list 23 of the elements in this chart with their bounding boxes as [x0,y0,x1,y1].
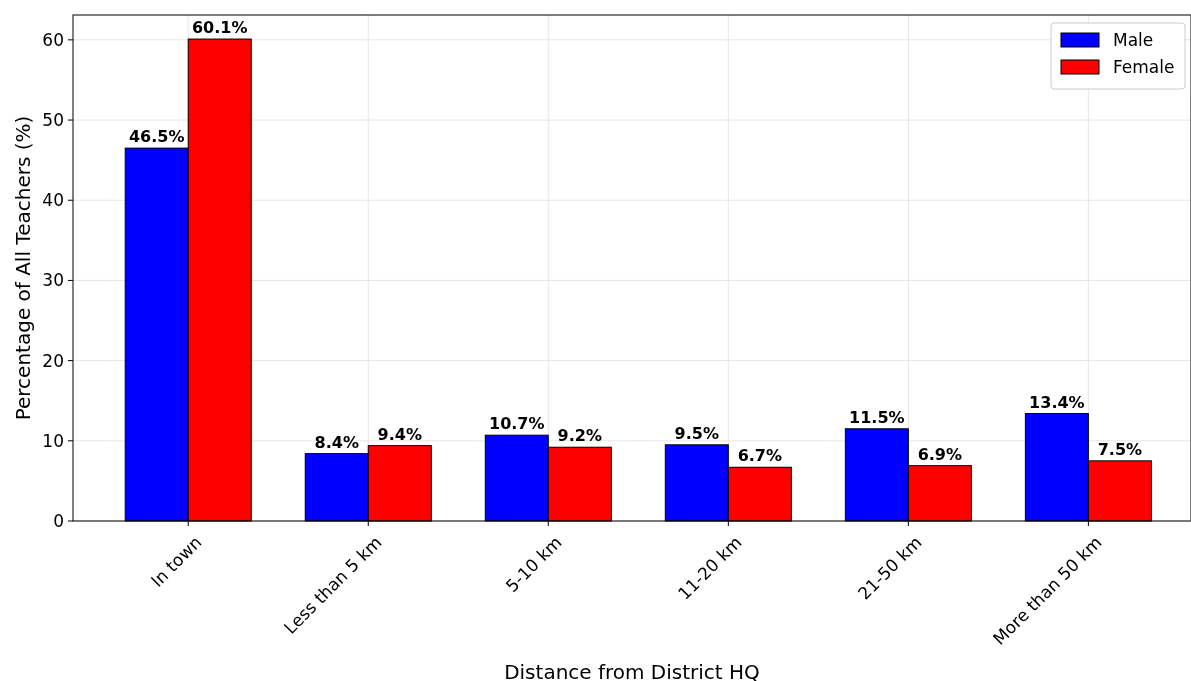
data-label: 46.5% [128,127,185,147]
legend-label: Male [1113,29,1154,50]
data-label: 8.4% [314,432,359,452]
y-tick-label: 20 [42,350,64,371]
data-label: 9.2% [557,426,602,446]
y-tick-label: 30 [42,270,64,291]
data-label: 11.5% [849,407,905,427]
data-label: 9.5% [674,423,719,443]
y-tick-label: 10 [42,430,64,451]
data-label: 13.4% [1029,392,1085,412]
data-label: 10.7% [489,414,545,434]
data-label: 6.7% [737,446,783,466]
data-label: 7.5% [1097,439,1143,459]
y-tick-label: 50 [42,110,64,130]
y-tick-label: 60 [42,29,64,50]
data-label: 9.4% [377,424,422,444]
data-label: 6.9% [917,444,963,464]
data-label: 60.1% [191,18,248,38]
y-tick-label: 0 [53,510,64,531]
legend-label: Female [1113,56,1175,77]
y-tick-label: 40 [42,190,64,211]
y-axis-title: Percentage of All Teachers (%) [11,115,35,421]
x-axis-title: Distance from District HQ [504,660,760,681]
